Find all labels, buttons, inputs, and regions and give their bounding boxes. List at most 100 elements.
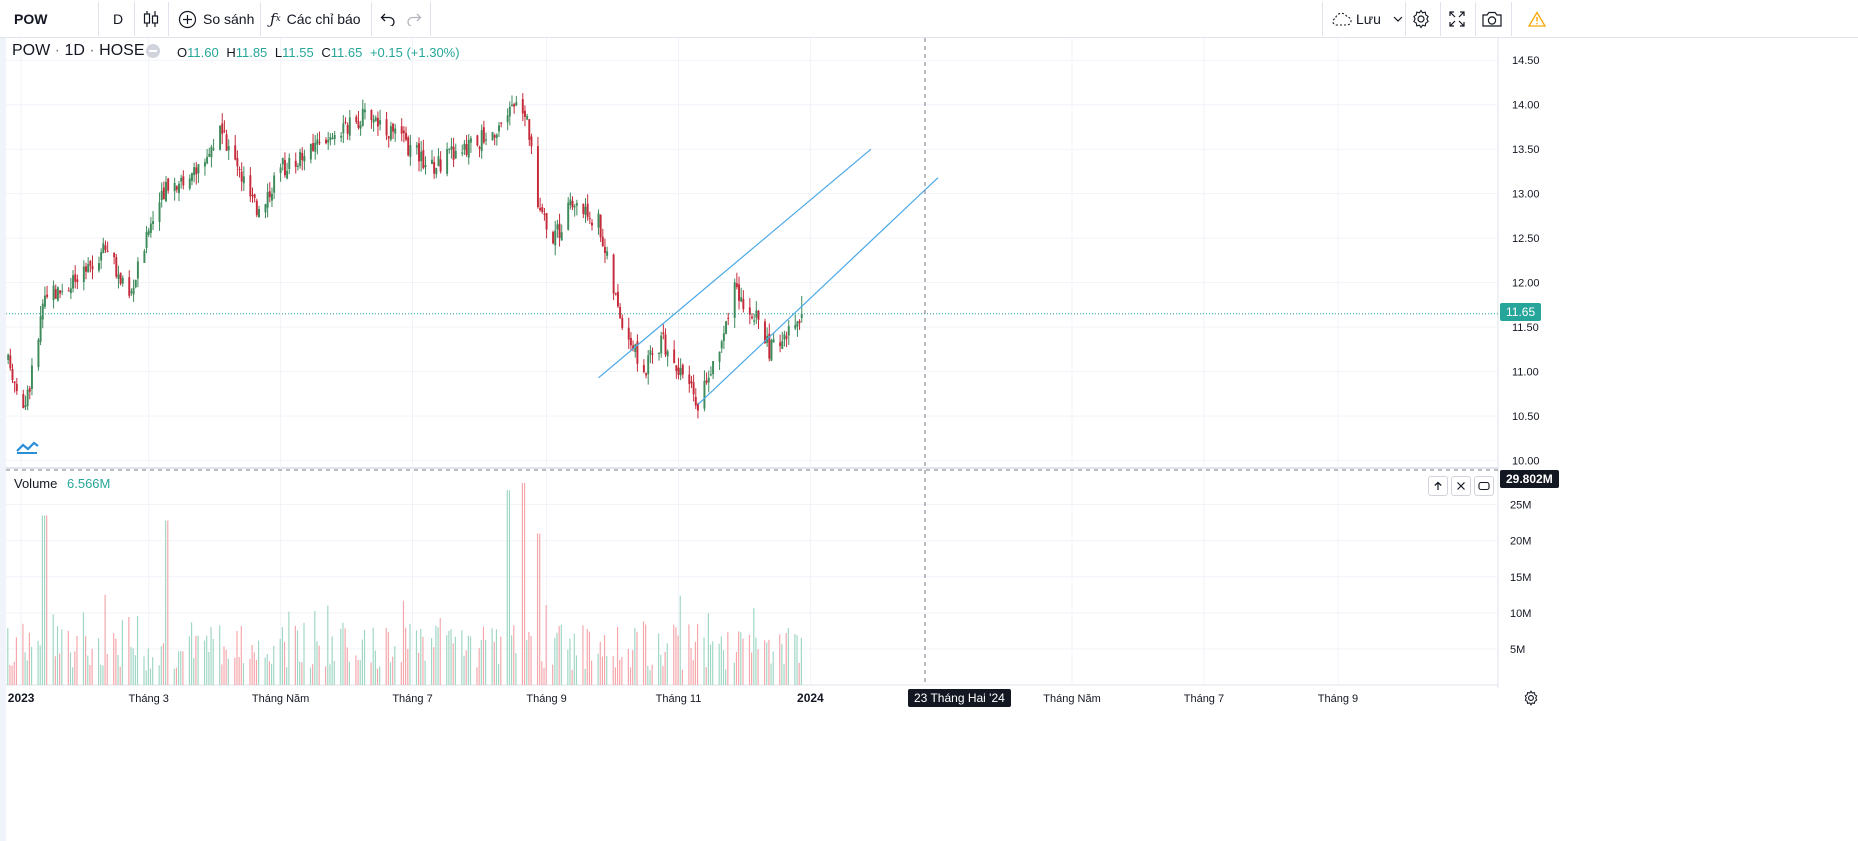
- candle-body: [498, 125, 500, 132]
- legend-symbol: POW: [12, 42, 51, 59]
- interval-button[interactable]: D: [108, 0, 128, 38]
- screenshot-button[interactable]: [1481, 0, 1503, 38]
- candle-body: [567, 202, 570, 230]
- volume-bar: [37, 640, 39, 685]
- candle-body: [43, 295, 46, 307]
- volume-bar: [76, 635, 78, 685]
- volume-bar: [582, 625, 584, 685]
- candle-body: [495, 134, 498, 138]
- compare-button[interactable]: So sánh: [178, 0, 254, 38]
- volume-bar: [603, 635, 606, 685]
- pane-close-button[interactable]: [1451, 476, 1471, 496]
- volume-bar: [223, 646, 225, 685]
- volume-bar: [331, 636, 333, 685]
- candle-body: [212, 148, 215, 150]
- fullscreen-button[interactable]: [1446, 0, 1468, 38]
- pane-maximize-button[interactable]: [1474, 476, 1494, 496]
- candle-body: [286, 170, 289, 179]
- candle-body: [312, 143, 315, 151]
- toolbar-divider: [260, 2, 261, 36]
- volume-bar: [666, 643, 668, 685]
- save-layout-button[interactable]: Lưu: [1330, 0, 1403, 38]
- candle-body: [727, 317, 730, 319]
- candle-body: [500, 122, 503, 124]
- volume-bar: [552, 664, 554, 685]
- candle-body: [106, 250, 109, 252]
- candle-body: [465, 144, 468, 155]
- candle-body: [61, 291, 64, 293]
- volume-bar: [74, 651, 76, 685]
- volume-bar: [301, 662, 303, 685]
- candle-body: [145, 231, 148, 248]
- volume-bar: [720, 636, 722, 685]
- volume-bar: [167, 520, 169, 685]
- toolbar-divider: [430, 2, 431, 36]
- volume-bar: [740, 632, 742, 685]
- volume-bar: [437, 627, 439, 685]
- candle-body: [379, 120, 382, 125]
- volume-bar: [258, 640, 260, 685]
- volume-bar: [493, 641, 495, 685]
- volume-bar: [651, 664, 653, 685]
- volume-bar: [286, 667, 288, 685]
- candle-body: [143, 250, 146, 263]
- candle-body: [203, 162, 206, 167]
- candle-body: [389, 126, 392, 140]
- compare-label: So sánh: [203, 11, 255, 27]
- settings-button[interactable]: [1410, 0, 1432, 38]
- redo-button[interactable]: [404, 0, 424, 38]
- volume-bar: [188, 636, 190, 685]
- volume-bar: [515, 653, 517, 685]
- candle-body: [255, 200, 258, 216]
- candle-body: [299, 151, 302, 167]
- toolbar-divider: [1475, 2, 1476, 36]
- candle-body: [528, 119, 531, 140]
- chart-type-button[interactable]: [142, 0, 162, 38]
- candle-body: [712, 361, 715, 375]
- volume-bar: [439, 618, 441, 685]
- volume-bar: [448, 630, 450, 685]
- candle-body: [9, 355, 12, 369]
- volume-bar: [268, 661, 270, 685]
- chart-canvas[interactable]: 2023 Tháng 3 Tháng Năm Tháng 7 Tháng 9 Tháng …: [0, 38, 1858, 841]
- candle-body: [221, 123, 224, 134]
- save-label: Lưu: [1356, 11, 1381, 27]
- volume-bar: [147, 648, 149, 685]
- maximize-icon: [1478, 481, 1490, 491]
- volume-bar: [312, 664, 314, 685]
- crosshair-volume-tag: 29.802M: [1500, 470, 1559, 488]
- toolbar-divider: [168, 2, 169, 36]
- legend-toggle-button[interactable]: [146, 44, 160, 58]
- volume-bar: [296, 630, 299, 685]
- candle-body: [104, 245, 107, 250]
- volume-bar: [149, 668, 152, 685]
- volume-bar: [389, 662, 392, 685]
- candle-body: [634, 344, 637, 352]
- last-price-tag: 11.65: [1500, 303, 1542, 321]
- volume-bar: [478, 648, 480, 685]
- symbol-search-button[interactable]: POW: [14, 0, 47, 38]
- volume-bar: [363, 629, 366, 685]
- candle-body: [180, 177, 183, 182]
- close-value: 11.65: [330, 45, 363, 60]
- volume-bar: [558, 625, 560, 685]
- candle-body: [783, 334, 786, 340]
- volume-bar: [664, 651, 666, 685]
- pane-move-up-button[interactable]: [1428, 476, 1448, 496]
- undo-button[interactable]: [378, 0, 398, 38]
- alert-button[interactable]: [1526, 0, 1548, 38]
- candle-body: [376, 117, 379, 127]
- candle-body: [431, 159, 433, 164]
- time-axis-settings-button[interactable]: [1520, 687, 1542, 709]
- volume-bar: [212, 639, 214, 685]
- volume-bar: [266, 653, 268, 685]
- logo: [13, 436, 41, 458]
- candle-body: [39, 316, 42, 342]
- candle-body: [785, 336, 788, 339]
- volume-bar: [128, 616, 130, 685]
- volume-bar: [647, 665, 649, 685]
- volume-bar: [446, 635, 448, 685]
- volume-bar: [632, 650, 634, 685]
- candle-body: [666, 351, 669, 357]
